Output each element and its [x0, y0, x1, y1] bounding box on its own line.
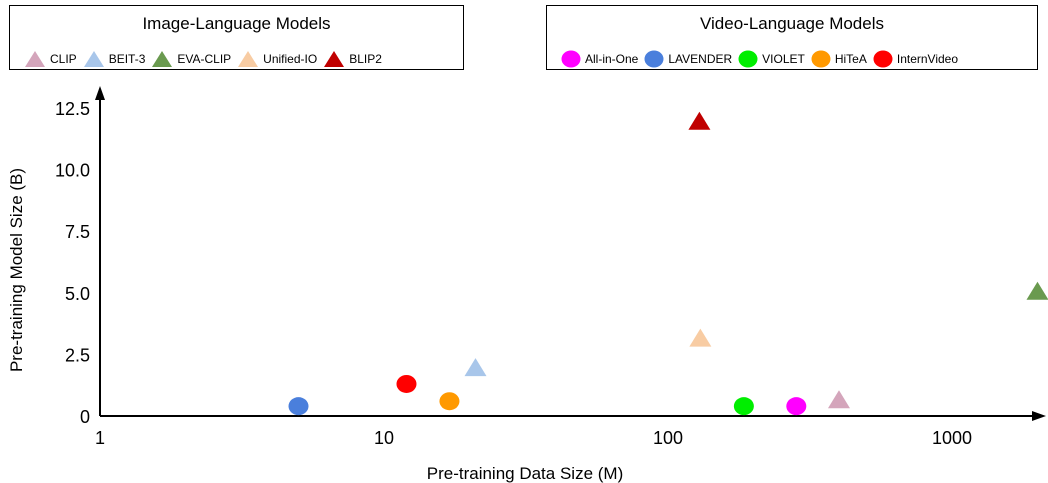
- x-axis-label: Pre-training Data Size (M): [427, 464, 624, 483]
- y-tick-label: 2.5: [65, 345, 90, 365]
- triangle-marker-icon: [83, 51, 104, 67]
- triangle-marker-icon: [152, 51, 173, 67]
- legend-item: Unified-IO: [237, 50, 317, 68]
- legend-title: Video-Language Models: [700, 14, 884, 33]
- x-tick-label: 1: [95, 428, 105, 448]
- legend-entries: CLIP BEIT-3 EVA-CLIP Unified-IO BLIP2: [24, 50, 388, 68]
- legend-item: BLIP2: [323, 50, 382, 68]
- y-axis-label: Pre-training Model Size (B): [7, 168, 26, 372]
- y-axis-arrow: [95, 86, 105, 100]
- legend-item: BEIT-3: [83, 50, 146, 68]
- legend-label: InternVideo: [896, 52, 959, 66]
- legend-label: Unified-IO: [263, 52, 318, 66]
- legend-title: Image-Language Models: [142, 14, 331, 33]
- legend-entries: All-in-One LAVENDER VIOLET HiTeA InternVideo: [561, 50, 964, 68]
- legend-label: HiTeA: [834, 52, 867, 66]
- data-points: [288, 111, 1048, 416]
- legend-item: InternVideo: [873, 50, 958, 68]
- legend-video-language: Video-Language Models All-in-One LAVENDER…: [546, 5, 1038, 70]
- internvideo-point: [396, 374, 417, 393]
- legend-label: CLIP: [50, 52, 77, 66]
- y-tick-label: 5.0: [65, 284, 90, 304]
- triangle-marker-icon: [25, 51, 45, 67]
- legend-label: All-in-One: [585, 52, 639, 66]
- clip-point: [827, 390, 850, 409]
- unified-io-point: [689, 328, 712, 347]
- legend-item: EVA-CLIP: [151, 50, 231, 68]
- all-in-one-point: [786, 397, 807, 416]
- circle-marker-icon: [561, 50, 581, 68]
- x-axis-arrow: [1032, 411, 1046, 421]
- legend-image-language: Image-Language Models CLIP BEIT-3 EVA-CLIP…: [9, 5, 464, 70]
- legend-label: VIOLET: [762, 52, 805, 66]
- beit-3-point: [464, 358, 487, 377]
- legend-item: All-in-One: [561, 50, 638, 68]
- x-tick-label: 10: [374, 428, 394, 448]
- y-tick-label: 7.5: [65, 222, 90, 242]
- eva-clip-point: [1026, 281, 1048, 300]
- legend-item: HiTeA: [811, 50, 867, 68]
- axes: [95, 86, 1046, 421]
- legend-label: LAVENDER: [668, 52, 733, 66]
- lavender-point: [288, 397, 309, 416]
- y-tick-label: 12.5: [55, 99, 90, 119]
- x-tick-label: 1000: [932, 428, 972, 448]
- legend-item: VIOLET: [738, 50, 805, 68]
- y-tick-label: 0: [80, 407, 90, 427]
- circle-marker-icon: [811, 50, 831, 68]
- circle-marker-icon: [873, 50, 893, 68]
- circle-marker-icon: [738, 50, 758, 68]
- y-tick-label: 10.0: [55, 161, 90, 181]
- legend-label: BLIP2: [349, 52, 382, 66]
- triangle-marker-icon: [324, 51, 345, 67]
- triangle-marker-icon: [238, 51, 259, 67]
- legend-label: BEIT-3: [108, 52, 146, 66]
- blip2-point: [688, 111, 711, 130]
- legend-item: CLIP: [24, 50, 77, 68]
- x-tick-label: 100: [653, 428, 683, 448]
- tick-labels: 1 10 100 1000 0 2.5 5.0 7.5 10.0 12.5: [55, 99, 972, 448]
- legend-item: LAVENDER: [644, 50, 732, 68]
- circle-marker-icon: [644, 50, 664, 68]
- legend-label: EVA-CLIP: [177, 52, 232, 66]
- hitea-point: [439, 392, 460, 411]
- violet-point: [733, 397, 754, 416]
